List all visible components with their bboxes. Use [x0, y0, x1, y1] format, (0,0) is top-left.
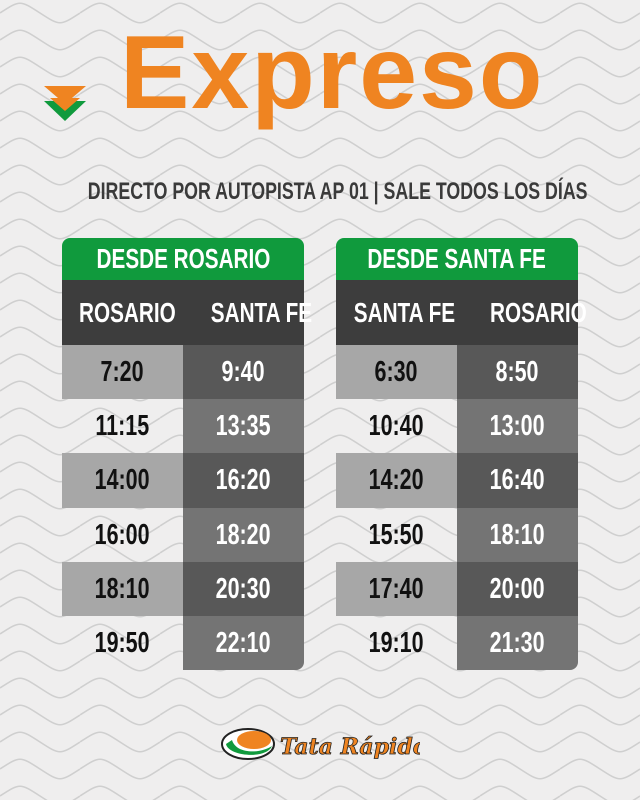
time-cell: 14:00	[62, 453, 183, 508]
time-text: 20:00	[490, 572, 545, 605]
time-text: 18:10	[490, 518, 545, 551]
time-cell: 20:00	[457, 561, 578, 616]
column-header-text: ROSARIO	[78, 297, 176, 328]
time-cell: 16:40	[457, 453, 578, 508]
time-text: 19:10	[369, 626, 424, 659]
column-header: SANTA FE	[336, 280, 473, 345]
time-text: 20:30	[216, 572, 271, 605]
time-cell: 22:10	[183, 615, 304, 671]
column-header: SANTA FE	[193, 280, 330, 345]
time-text: 21:30	[490, 626, 545, 659]
table-header: SANTA FE ROSARIO	[336, 280, 587, 345]
table-title: DESDE SANTA FE	[336, 238, 578, 280]
table-title-text: DESDE ROSARIO	[96, 243, 270, 274]
table-row: 10:40 13:00	[336, 399, 578, 454]
logo-text: Tata Rápido	[280, 734, 420, 760]
time-cell: 6:30	[336, 345, 457, 400]
time-text: 16:20	[216, 464, 271, 497]
time-cell: 19:10	[336, 616, 457, 670]
time-cell: 15:50	[336, 508, 457, 562]
time-text: 11:15	[95, 410, 150, 443]
time-cell: 10:40	[336, 399, 457, 453]
table-header: ROSARIO SANTA FE	[62, 280, 312, 345]
time-text: 14:00	[95, 464, 150, 497]
subtitle: DIRECTO POR AUTOPISTA AP 01 | SALE TODOS…	[87, 178, 588, 205]
time-cell: 9:40	[183, 345, 304, 400]
table-row: 7:20 9:40	[62, 345, 304, 400]
time-text: 10:40	[369, 410, 424, 443]
page-title: Expreso	[120, 15, 545, 131]
time-cell: 14:20	[336, 453, 457, 508]
time-cell: 16:00	[62, 508, 183, 562]
time-text: 19:50	[95, 626, 150, 659]
time-cell: 17:40	[336, 561, 457, 616]
time-text: 9:40	[222, 356, 265, 388]
column-header: ROSARIO	[473, 280, 604, 345]
time-text: 18:10	[95, 572, 150, 605]
time-text: 17:40	[369, 572, 424, 605]
tata-rapido-logo: Tata Rápido	[220, 722, 428, 771]
column-header-text: SANTA FE	[353, 297, 456, 328]
table-title-text: DESDE SANTA FE	[367, 243, 547, 274]
chevron-down-icon	[44, 86, 86, 121]
table-row: 19:50 22:10	[62, 615, 304, 671]
table-row: 6:30 8:50	[336, 345, 578, 400]
time-cell: 18:20	[183, 507, 304, 562]
time-text: 6:30	[375, 356, 418, 388]
time-text: 8:50	[496, 356, 539, 388]
time-text: 13:35	[216, 410, 271, 443]
column-header-text: SANTA FE	[210, 297, 312, 328]
time-text: 7:20	[101, 356, 144, 388]
time-cell: 18:10	[457, 507, 578, 562]
time-cell: 13:35	[183, 399, 304, 454]
table-title: DESDE ROSARIO	[62, 238, 304, 280]
time-text: 14:20	[369, 464, 424, 497]
time-cell: 20:30	[183, 561, 304, 616]
table-row: 14:00 16:20	[62, 453, 304, 508]
table-row: 14:20 16:40	[336, 453, 578, 508]
time-text: 16:00	[95, 518, 150, 551]
time-cell: 18:10	[62, 561, 183, 616]
schedule-table-from-rosario: DESDE ROSARIO ROSARIO SANTA FE 7:20 9:40 11:1…	[62, 238, 312, 671]
time-cell: 19:50	[62, 616, 183, 670]
time-cell: 11:15	[62, 399, 183, 453]
time-cell: 13:00	[457, 399, 578, 454]
time-text: 18:20	[216, 518, 271, 551]
table-row: 15:50 18:10	[336, 507, 578, 562]
time-cell: 7:20	[62, 345, 183, 400]
column-header-text: ROSARIO	[489, 297, 587, 328]
table-row: 11:15 13:35	[62, 399, 304, 454]
time-text: 15:50	[369, 518, 424, 551]
table-row: 19:10 21:30	[336, 615, 578, 671]
time-text: 13:00	[490, 410, 545, 443]
column-header: ROSARIO	[62, 280, 193, 345]
time-text: 16:40	[490, 464, 545, 497]
table-row: 18:10 20:30	[62, 561, 304, 616]
time-cell: 16:20	[183, 453, 304, 508]
time-cell: 8:50	[457, 345, 578, 400]
table-row: 16:00 18:20	[62, 507, 304, 562]
schedule-table-from-santa-fe: DESDE SANTA FE SANTA FE ROSARIO 6:30 8:50 10:…	[336, 238, 587, 671]
time-cell: 21:30	[457, 615, 578, 671]
time-text: 22:10	[216, 626, 271, 659]
table-row: 17:40 20:00	[336, 561, 578, 616]
